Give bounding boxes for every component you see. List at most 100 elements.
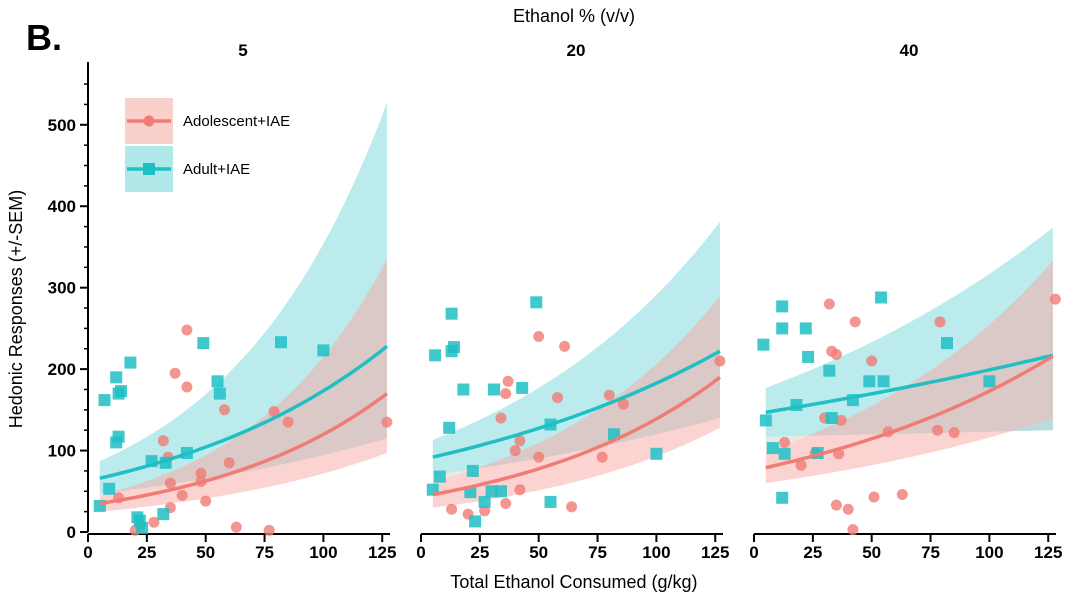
data-point-adolescent-circle — [559, 340, 571, 352]
x-tick-label: 100 — [309, 543, 337, 562]
data-point-adult-square — [485, 485, 498, 498]
data-point-adolescent-circle — [866, 355, 878, 367]
x-tick-label: 0 — [416, 543, 425, 562]
data-point-adolescent-circle — [868, 491, 880, 503]
data-point-adult-square — [211, 375, 224, 388]
data-point-adult-square — [478, 495, 491, 508]
y-tick-label: 200 — [48, 360, 76, 379]
data-point-adolescent-circle — [381, 416, 393, 428]
data-point-adult-square — [825, 412, 838, 424]
data-point-adult-square — [429, 349, 442, 362]
top-title: Ethanol % (v/v) — [513, 6, 635, 26]
x-tick-label: 50 — [196, 543, 215, 562]
data-point-adult-square — [650, 447, 663, 460]
data-point-adolescent-circle — [835, 414, 847, 426]
legend: Adolescent+IAE Adult+IAE — [125, 98, 290, 192]
y-tick-label: 400 — [48, 197, 76, 216]
data-point-adolescent-circle — [617, 398, 629, 410]
data-point-adult-square — [983, 375, 996, 388]
data-point-adolescent-circle — [263, 524, 275, 536]
confidence-band-adolescent — [432, 295, 720, 508]
data-point-adult-square — [799, 322, 812, 335]
data-point-adult-square — [776, 300, 789, 313]
data-point-adolescent-circle — [495, 412, 507, 424]
data-point-adolescent-circle — [500, 498, 512, 509]
data-point-adult-square — [863, 375, 876, 388]
data-point-adolescent-circle — [849, 316, 861, 328]
data-point-adult-square — [823, 364, 836, 377]
x-tick-label: 125 — [368, 543, 396, 562]
data-point-adolescent-circle — [533, 331, 545, 342]
x-tick-label: 75 — [921, 543, 940, 562]
data-point-adolescent-circle — [176, 489, 188, 501]
data-point-adolescent-circle — [195, 467, 207, 479]
confidence-band-overlap — [765, 260, 1053, 452]
facet-label-40: 40 — [900, 41, 919, 60]
x-tick-label: 75 — [255, 543, 274, 562]
fit-line-adolescent — [432, 375, 721, 497]
data-point-adult-square — [317, 344, 330, 357]
x-tick-label: 50 — [862, 543, 881, 562]
x-tick-label: 50 — [529, 543, 548, 562]
data-point-adolescent-circle — [157, 435, 169, 447]
x-tick-label: 75 — [588, 543, 607, 562]
data-point-adolescent-circle — [164, 477, 176, 489]
data-point-adult-square — [757, 338, 770, 351]
data-point-adult-square — [197, 337, 210, 350]
data-point-adult-square — [136, 521, 149, 534]
data-point-adult-square — [776, 322, 789, 335]
data-point-adult-square — [466, 464, 479, 477]
x-tick-label: 0 — [749, 543, 758, 562]
fit-line-adult — [99, 344, 388, 480]
data-point-adolescent-circle — [948, 427, 960, 439]
data-point-adult-square — [802, 350, 815, 363]
data-point-adolescent-circle — [847, 524, 859, 536]
data-point-adult-square — [544, 495, 557, 508]
data-point-adult-square — [766, 442, 779, 455]
data-point-adult-square — [433, 470, 446, 483]
data-point-adolescent-circle — [514, 435, 526, 447]
data-point-adult-square — [103, 482, 116, 495]
data-point-adolescent-circle — [830, 349, 842, 360]
legend-label-adolescent: Adolescent+IAE — [183, 113, 290, 130]
data-point-adolescent-circle — [596, 451, 608, 463]
data-point-adolescent-circle — [181, 381, 193, 393]
data-point-adult-square — [112, 430, 125, 443]
data-point-adult-square — [443, 421, 456, 434]
data-point-adolescent-circle — [830, 499, 842, 511]
data-point-adolescent-circle — [552, 392, 563, 404]
legend-label-adult: Adult+IAE — [183, 161, 250, 178]
data-point-adult-square — [941, 337, 953, 350]
data-point-adult-square — [877, 375, 890, 388]
confidence-band-adolescent — [765, 260, 1053, 484]
data-point-adolescent-circle — [823, 298, 835, 310]
confidence-band-adolescent — [99, 259, 387, 512]
x-tick-label: 0 — [83, 543, 92, 562]
data-point-adult-square — [445, 307, 458, 320]
fit-line-adult — [432, 349, 721, 459]
fit-line-adolescent — [99, 392, 388, 506]
data-point-adult-square — [495, 485, 507, 498]
data-point-adolescent-circle — [533, 451, 545, 463]
data-point-adolescent-circle — [181, 324, 193, 336]
data-point-adult-square — [488, 383, 500, 396]
data-point-adult-square — [875, 291, 888, 304]
data-point-adolescent-circle — [714, 355, 726, 367]
x-tick-label: 100 — [642, 543, 670, 562]
data-point-adolescent-circle — [282, 416, 294, 428]
data-point-adolescent-circle — [169, 367, 181, 379]
data-point-adolescent-circle — [446, 503, 458, 515]
data-point-adolescent-circle — [268, 406, 280, 417]
legend-key-square — [143, 163, 155, 175]
data-point-adolescent-circle — [842, 503, 854, 515]
data-point-adolescent-circle — [219, 404, 230, 416]
confidence-band-overlap — [99, 259, 387, 496]
data-point-adult-square — [516, 381, 529, 394]
x-tick-label: 25 — [137, 543, 156, 562]
legend-key-circle — [143, 115, 155, 127]
data-point-adult-square — [778, 447, 791, 460]
data-point-adult-square — [457, 383, 470, 396]
data-point-adolescent-circle — [795, 459, 807, 471]
